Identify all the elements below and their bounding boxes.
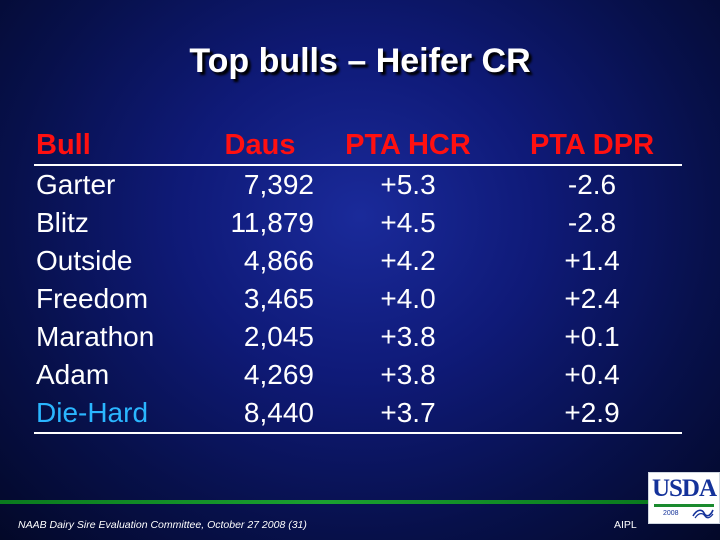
daughters-count: 2,045 — [243, 321, 314, 352]
header-daus: Daus — [206, 126, 314, 166]
daughters-count: 8,440 — [206, 394, 314, 434]
bull-name: Freedom — [36, 283, 149, 314]
bull-name: Adam — [36, 359, 110, 390]
header-bull: Bull — [34, 126, 206, 166]
table-row: Garter 7,392 +5.3 -2.6 — [34, 165, 682, 204]
daughters-count: 11,879 — [230, 207, 314, 238]
bull-name-highlighted: Die-Hard — [34, 394, 206, 434]
bull-name: Marathon — [36, 321, 155, 352]
pta-dpr-value: +0.4 — [564, 359, 620, 390]
pta-hcr-value: +4.5 — [380, 207, 436, 238]
table-row: Adam 4,269 +3.8 +0.4 — [34, 356, 682, 394]
daughters-count: 7,392 — [243, 169, 314, 200]
pta-dpr-value: +2.4 — [564, 283, 620, 314]
logo-year: 2008 — [663, 510, 679, 517]
bull-name: Blitz — [36, 207, 89, 238]
pta-dpr-value: +1.4 — [564, 245, 620, 276]
header-pta-hcr: PTA HCR — [314, 126, 502, 166]
pta-hcr-value: +5.3 — [380, 169, 436, 200]
slide-title: Top bulls – Heifer CR — [189, 42, 531, 80]
pta-hcr-value: +3.8 — [380, 359, 436, 390]
table-row: Marathon 2,045 +3.8 +0.1 — [34, 318, 682, 356]
logo-green-bar — [654, 504, 714, 507]
bull-name: Outside — [36, 245, 133, 276]
daughters-count: 4,866 — [243, 245, 314, 276]
daughters-count: 4,269 — [243, 359, 314, 390]
table-row: Freedom 3,465 +4.0 +2.4 — [34, 280, 682, 318]
ars-swoosh-icon — [692, 509, 714, 519]
table-row: Die-Hard 8,440 +3.7 +2.9 — [34, 394, 682, 434]
pta-dpr-value: +2.9 — [502, 394, 682, 434]
daughters-count: 3,465 — [243, 283, 314, 314]
usda-logo: USDA 2008 — [648, 472, 720, 524]
pta-hcr-value: +4.0 — [380, 283, 436, 314]
header-pta-dpr: PTA DPR — [502, 126, 682, 166]
pta-dpr-value: -2.8 — [567, 207, 617, 238]
bull-table: Bull Daus PTA HCR PTA DPR Garter 7,392 +… — [34, 126, 682, 434]
pta-hcr-value: +4.2 — [380, 245, 436, 276]
usda-logo-text: USDA — [651, 475, 717, 502]
footer-org: AIPL — [614, 519, 637, 531]
footer-divider — [0, 500, 648, 504]
pta-hcr-value: +3.8 — [380, 321, 436, 352]
pta-dpr-value: +0.1 — [564, 321, 620, 352]
footer-citation: NAAB Dairy Sire Evaluation Committee, Oc… — [18, 519, 307, 531]
pta-hcr-value: +3.7 — [314, 394, 502, 434]
bull-name: Garter — [36, 169, 116, 200]
table-row: Blitz 11,879 +4.5 -2.8 — [34, 204, 682, 242]
table-row: Outside 4,866 +4.2 +1.4 — [34, 242, 682, 280]
table-header-row: Bull Daus PTA HCR PTA DPR — [34, 126, 682, 166]
pta-dpr-value: -2.6 — [567, 169, 617, 200]
